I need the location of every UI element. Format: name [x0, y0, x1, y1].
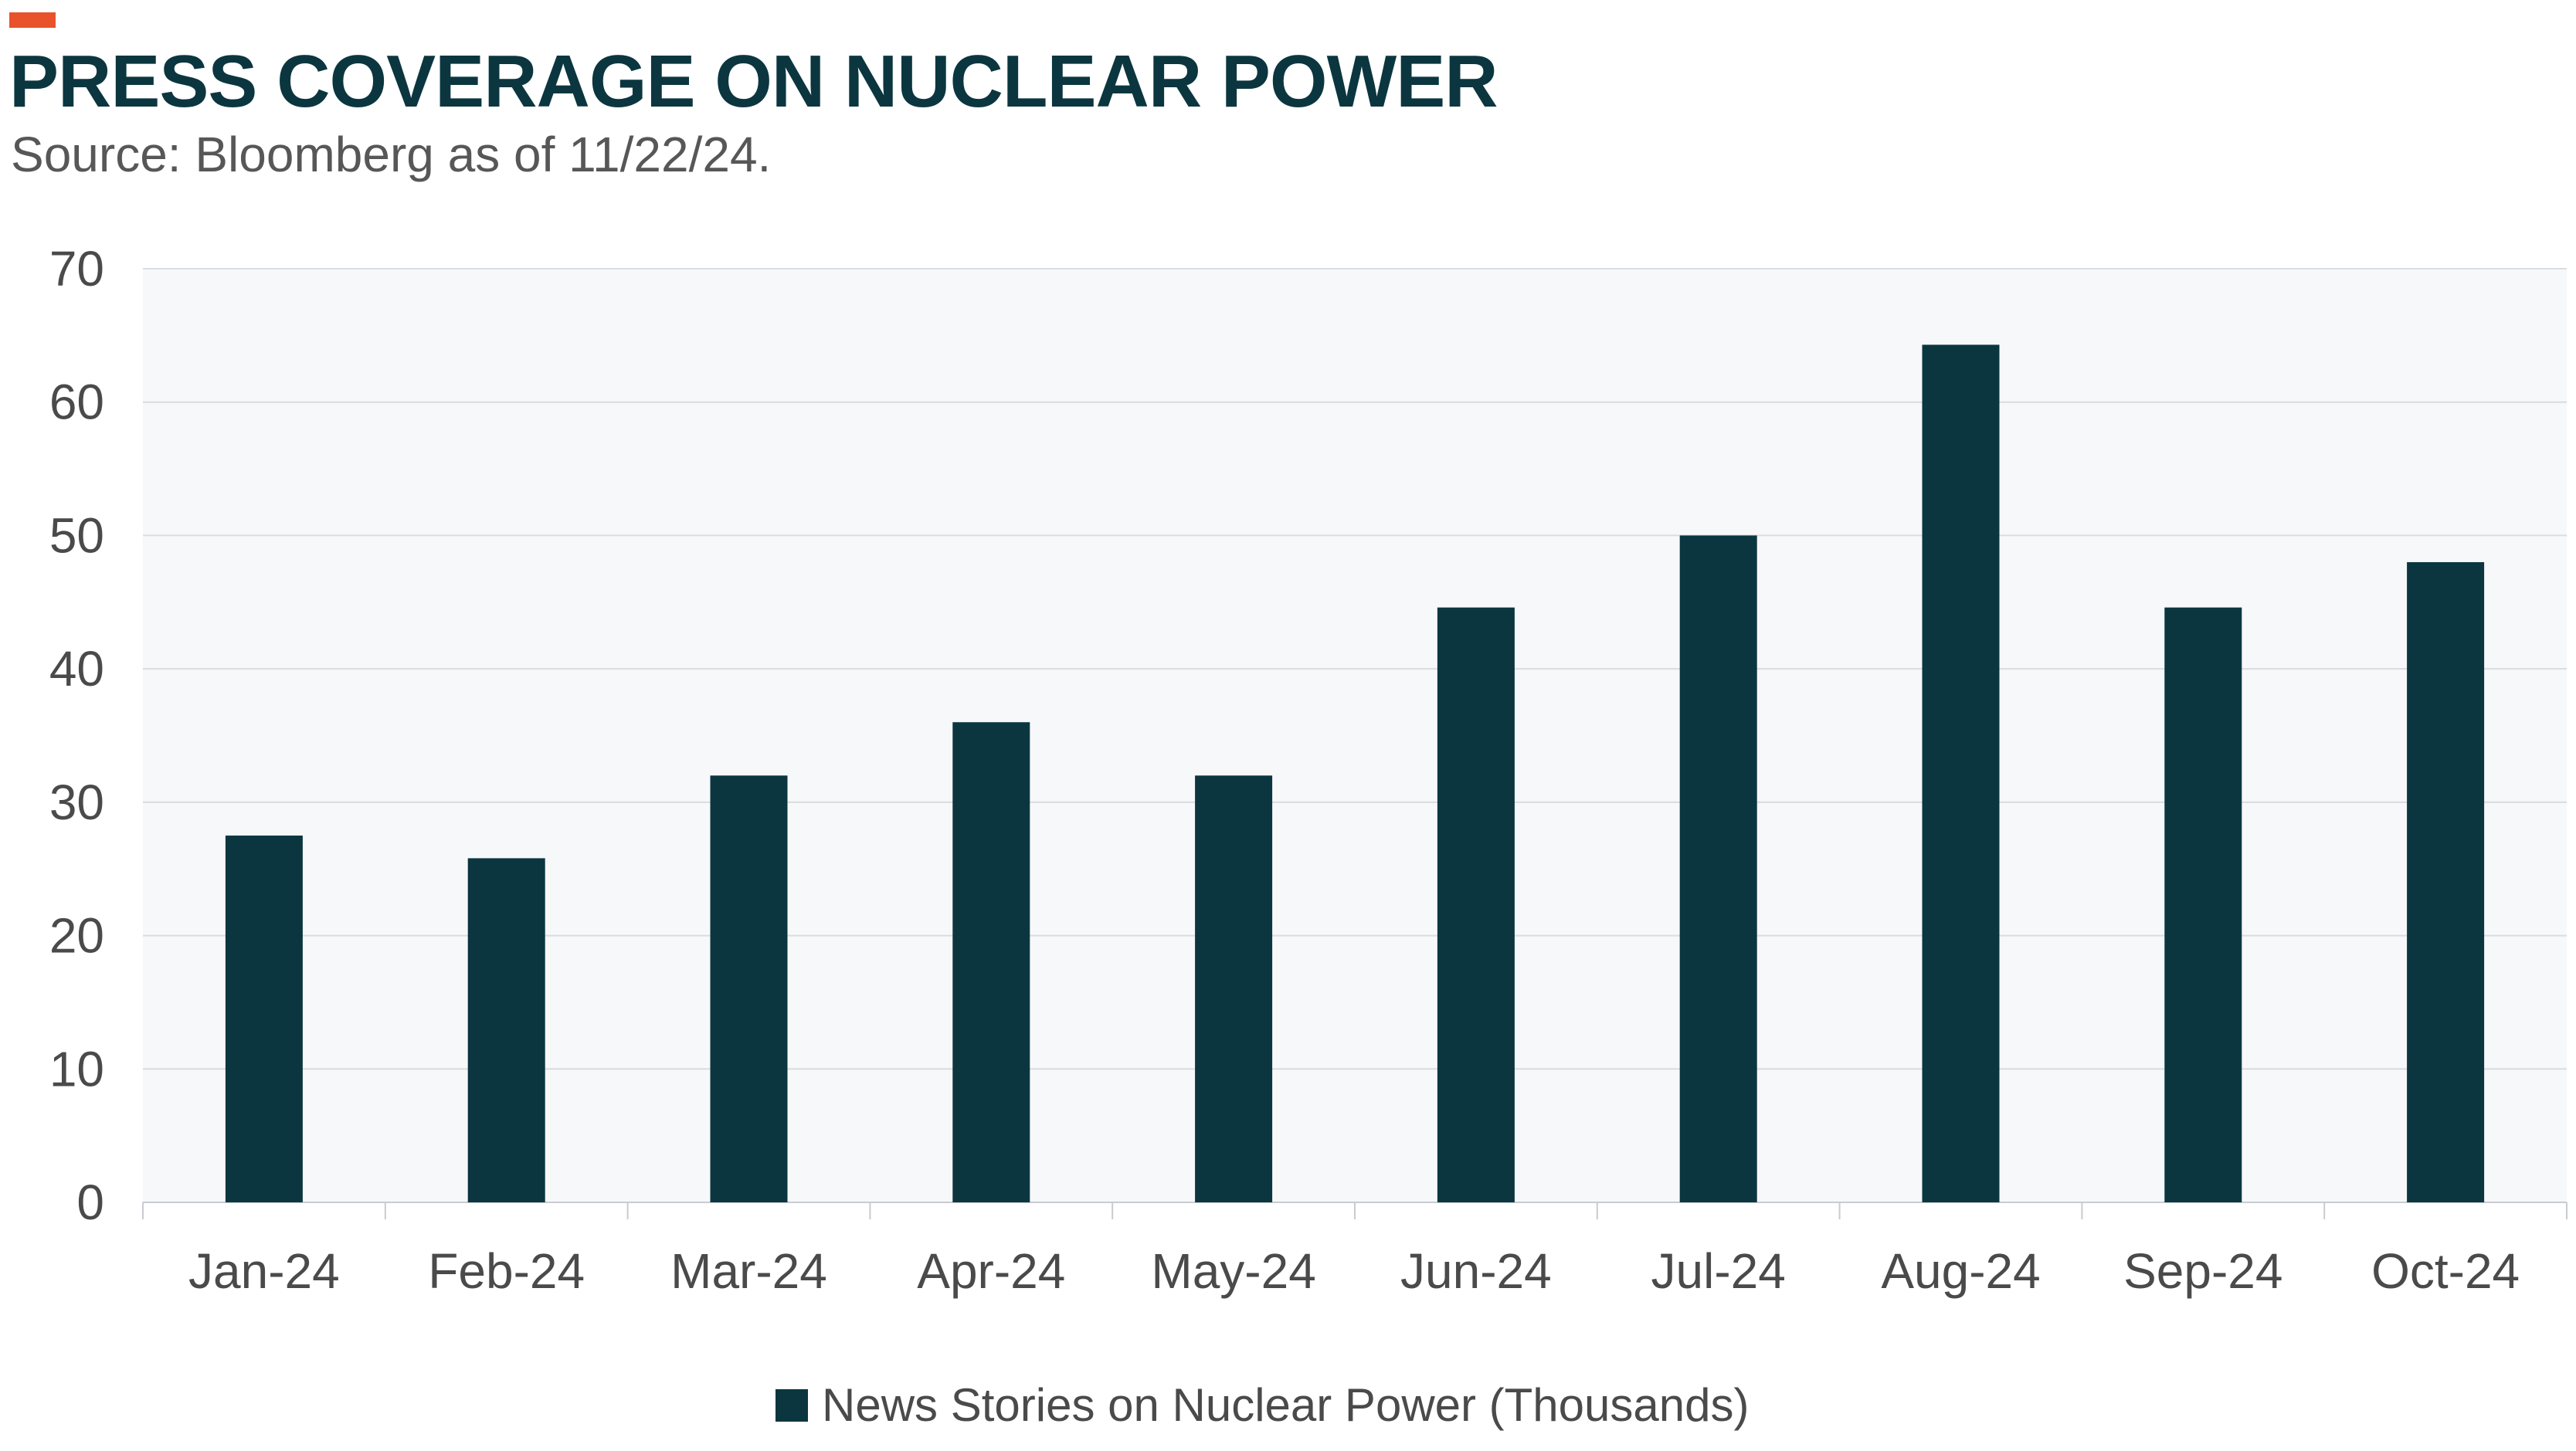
x-tick-label: May-24: [1151, 1243, 1315, 1299]
legend-label: News Stories on Nuclear Power (Thousands…: [822, 1379, 1750, 1431]
bar: [2164, 607, 2242, 1202]
y-tick-label: 70: [49, 241, 104, 297]
y-tick-label: 40: [49, 641, 104, 697]
chart-title: PRESS COVERAGE ON NUCLEAR POWER: [9, 40, 1498, 123]
x-tick-label: Feb-24: [428, 1243, 585, 1299]
bar: [952, 722, 1030, 1202]
bar: [225, 836, 303, 1202]
chart-subtitle: Source: Bloomberg as of 11/22/24.: [11, 127, 772, 182]
y-tick-label: 50: [49, 507, 104, 563]
x-tick-label: Apr-24: [917, 1243, 1065, 1299]
y-tick-label: 0: [76, 1175, 104, 1230]
x-tick-label: Aug-24: [1881, 1243, 2040, 1299]
x-tick-label: Oct-24: [2371, 1243, 2520, 1299]
legend: News Stories on Nuclear Power (Thousands…: [776, 1382, 1750, 1429]
y-tick-label: 20: [49, 908, 104, 964]
x-tick-label: Jan-24: [188, 1243, 340, 1299]
accent-bar: [9, 12, 56, 28]
bar: [2407, 561, 2485, 1202]
bar: [467, 858, 545, 1202]
bar: [1437, 607, 1515, 1202]
bar: [710, 775, 788, 1202]
bar: [1679, 535, 1757, 1202]
x-tick-label: Jun-24: [1400, 1243, 1552, 1299]
y-tick-label: 30: [49, 775, 104, 830]
plot-background: [143, 269, 2567, 1202]
y-tick-label: 60: [49, 375, 104, 430]
x-tick-label: Jul-24: [1651, 1243, 1786, 1299]
legend-swatch: [776, 1389, 808, 1422]
y-tick-label: 10: [49, 1041, 104, 1097]
bar: [1922, 344, 2000, 1202]
bar: [1195, 775, 1273, 1202]
x-tick-label: Sep-24: [2123, 1243, 2282, 1299]
x-tick-label: Mar-24: [670, 1243, 827, 1299]
